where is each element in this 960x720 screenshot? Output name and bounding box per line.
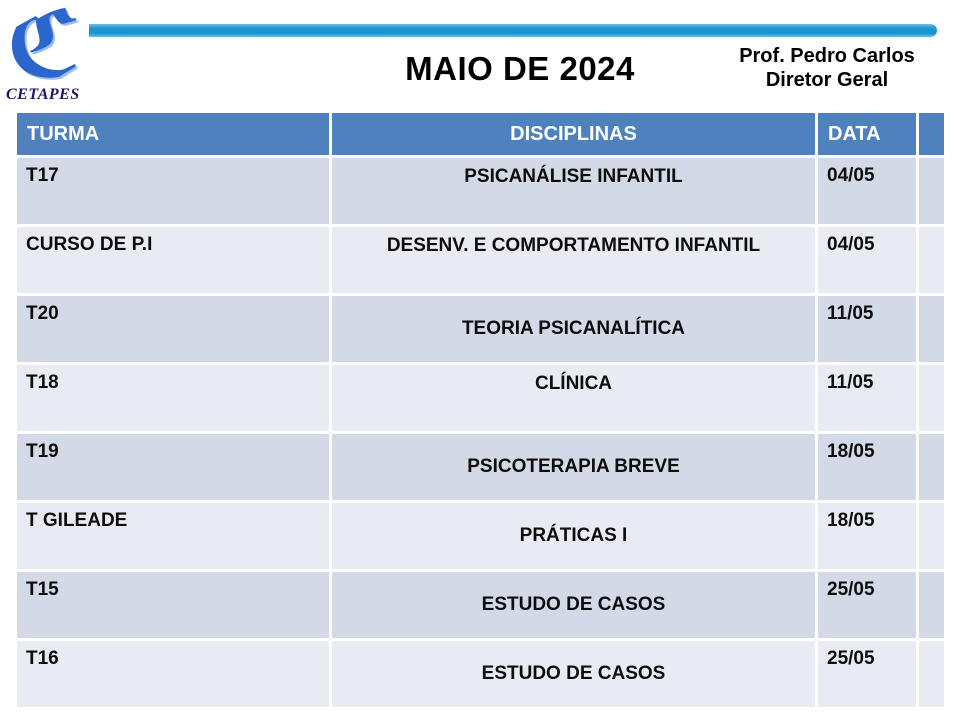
data-cell: 11/05 <box>818 365 916 431</box>
column-header-disciplinas: DISCIPLINAS <box>332 113 815 155</box>
empty-cell <box>919 503 944 569</box>
table-row: CURSO DE P.I DESENV. E COMPORTAMENTO INF… <box>17 227 944 293</box>
turma-cell: T17 <box>17 158 329 224</box>
table-row: T17 PSICANÁLISE INFANTIL 04/05 <box>17 158 944 224</box>
turma-cell: T16 <box>17 641 329 707</box>
column-header-empty <box>919 113 944 155</box>
disciplina-cell: CLÍNICA <box>332 365 815 431</box>
table-row: T19 PSICOTERAPIA BREVE 18/05 <box>17 434 944 500</box>
cetapes-logo-icon: ℭ <box>6 0 82 98</box>
professor-role: Diretor Geral <box>765 69 889 91</box>
empty-cell <box>919 434 944 500</box>
cetapes-logo-text: CETAPES <box>6 86 80 104</box>
empty-cell <box>919 296 944 362</box>
data-cell: 18/05 <box>818 503 916 569</box>
data-cell: 11/05 <box>818 296 916 362</box>
empty-cell <box>919 572 944 638</box>
disciplina-cell: TEORIA PSICANALÍTICA <box>332 296 815 362</box>
data-cell: 25/05 <box>818 641 916 707</box>
data-cell: 18/05 <box>818 434 916 500</box>
turma-cell: T19 <box>17 434 329 500</box>
turma-cell: T18 <box>17 365 329 431</box>
table-row: T20 TEORIA PSICANALÍTICA 11/05 <box>17 296 944 362</box>
disciplina-cell: DESENV. E COMPORTAMENTO INFANTIL <box>332 227 815 293</box>
column-header-turma: TURMA <box>17 113 329 155</box>
turma-cell: T15 <box>17 572 329 638</box>
professor-block: Prof. Pedro Carlos Diretor Geral <box>718 44 936 92</box>
turma-cell: CURSO DE P.I <box>17 227 329 293</box>
table-header-row: TURMA DISCIPLINAS DATA <box>17 113 944 155</box>
disciplina-cell: PSICANÁLISE INFANTIL <box>332 158 815 224</box>
empty-cell <box>919 227 944 293</box>
professor-name: Prof. Pedro Carlos <box>739 45 915 67</box>
column-header-data: DATA <box>818 113 916 155</box>
empty-cell <box>919 158 944 224</box>
turma-cell: T20 <box>17 296 329 362</box>
schedule-table: TURMA DISCIPLINAS DATA T17 PSICANÁLISE I… <box>17 113 944 707</box>
empty-cell <box>919 365 944 431</box>
disciplina-cell: ESTUDO DE CASOS <box>332 641 815 707</box>
table-row: T GILEADE PRÁTICAS I 18/05 <box>17 503 944 569</box>
table-row: T15 ESTUDO DE CASOS 25/05 <box>17 572 944 638</box>
disciplina-cell: ESTUDO DE CASOS <box>332 572 815 638</box>
disciplina-cell: PSICOTERAPIA BREVE <box>332 434 815 500</box>
data-cell: 25/05 <box>818 572 916 638</box>
empty-cell <box>919 641 944 707</box>
table-row: T18 CLÍNICA 11/05 <box>17 365 944 431</box>
top-accent-bar <box>89 24 937 37</box>
data-cell: 04/05 <box>818 158 916 224</box>
table-row: T16 ESTUDO DE CASOS 25/05 <box>17 641 944 707</box>
data-cell: 04/05 <box>818 227 916 293</box>
cetapes-logo: ℭ CETAPES <box>4 0 104 104</box>
disciplina-cell: PRÁTICAS I <box>332 503 815 569</box>
turma-cell: T GILEADE <box>17 503 329 569</box>
page-title: MAIO DE 2024 <box>405 50 635 87</box>
